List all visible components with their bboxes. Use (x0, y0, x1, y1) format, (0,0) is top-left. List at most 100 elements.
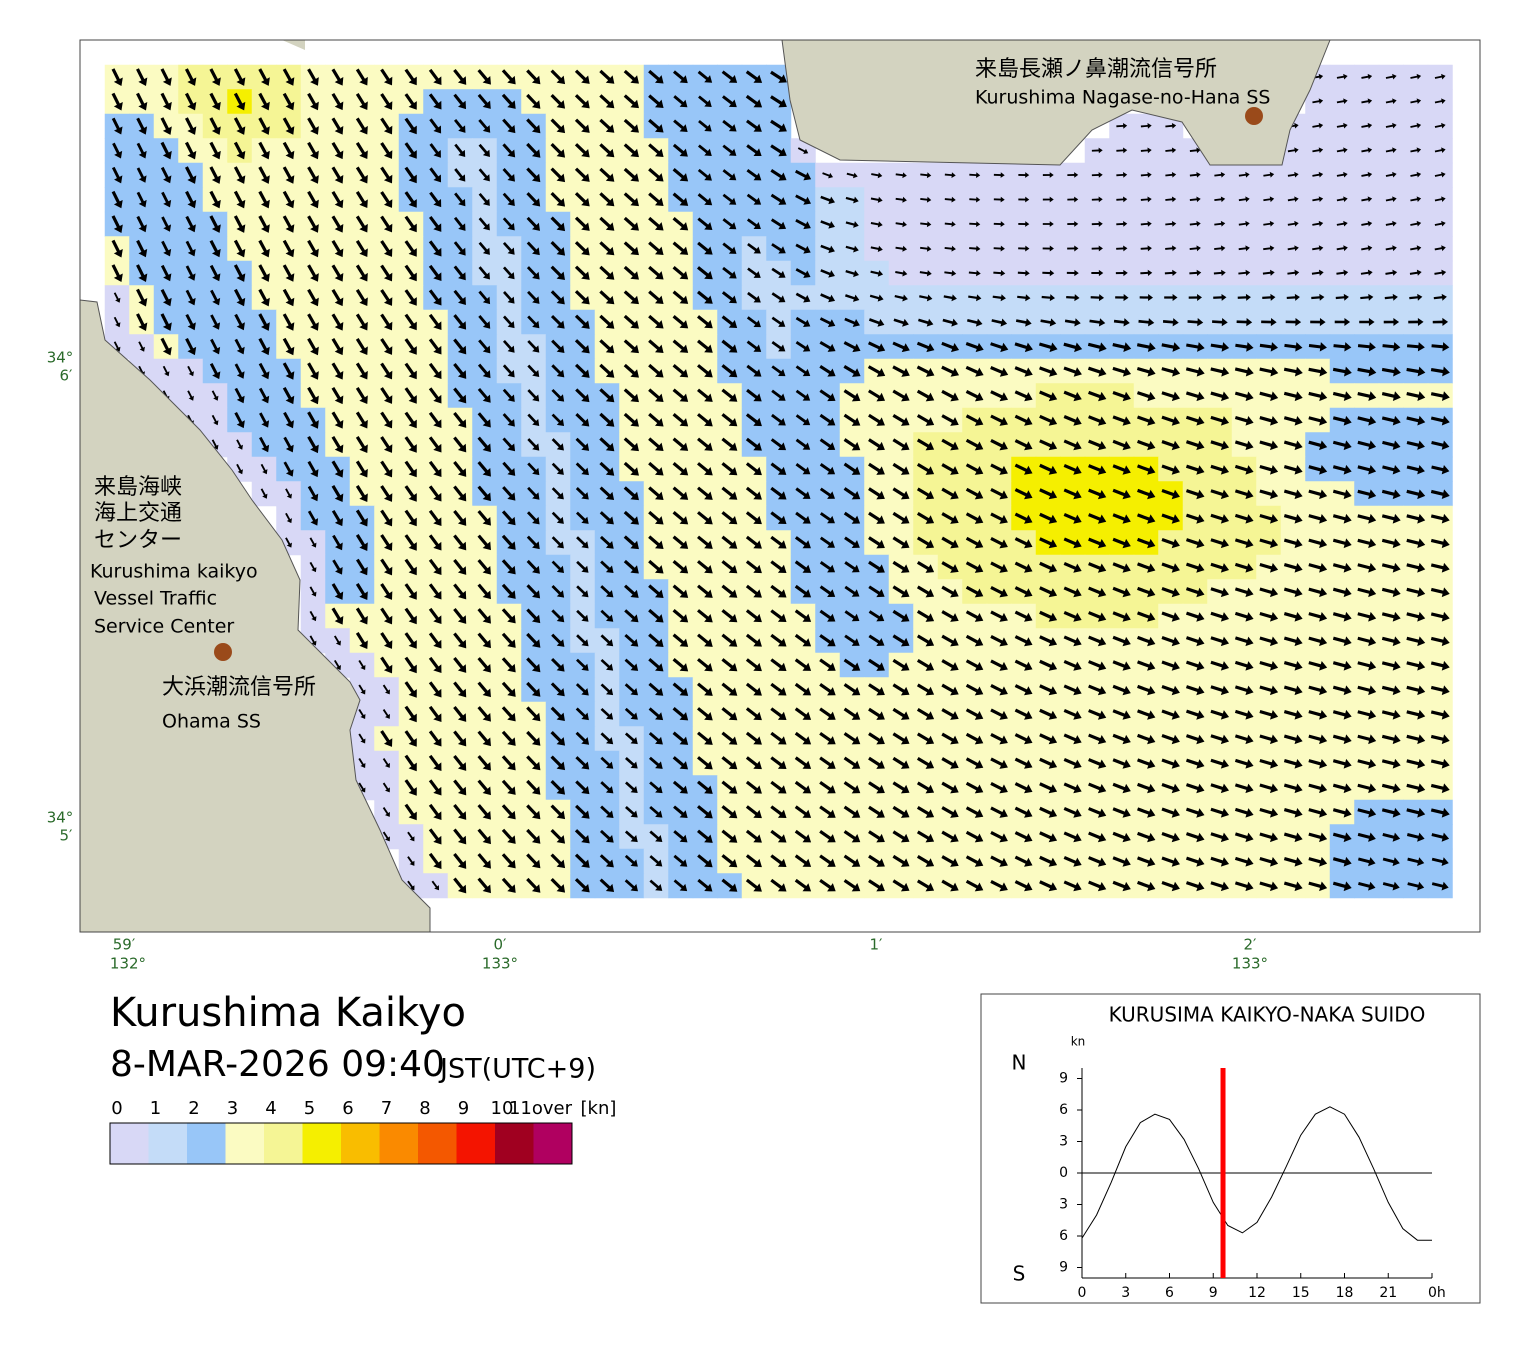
current-arrow (1067, 221, 1079, 227)
current-arrow (1312, 220, 1324, 227)
current-arrow (820, 220, 835, 229)
y-tick-label: 9 (1059, 1260, 1068, 1276)
current-arrow (1067, 196, 1079, 203)
current-arrow (623, 290, 639, 305)
current-arrow (1410, 73, 1422, 80)
current-arrow (1361, 98, 1373, 104)
current-arrow (331, 264, 344, 282)
datetime: 8-MAR-2026 09:40 (110, 1044, 445, 1085)
current-arrow (968, 270, 981, 277)
current-arrow (1361, 171, 1373, 178)
legend-label: 7 (381, 1098, 392, 1119)
current-arrow (1116, 172, 1128, 178)
current-arrow (429, 143, 441, 158)
current-arrow (599, 241, 615, 256)
current-arrow (623, 241, 639, 256)
current-arrow (502, 241, 515, 255)
current-arrow (1116, 221, 1128, 227)
current-arrow (1263, 245, 1275, 252)
current-arrow (307, 239, 319, 258)
current-arrow (623, 265, 639, 280)
current-arrow (404, 166, 417, 184)
current-arrow (550, 69, 566, 85)
current-arrow (697, 241, 713, 255)
current-arrow (845, 196, 859, 204)
current-arrow (746, 193, 762, 205)
current-arrow (184, 92, 197, 111)
current-arrow (331, 141, 344, 160)
current-arrow (404, 289, 417, 306)
current-arrow (648, 216, 664, 231)
current-arrow (404, 191, 417, 208)
current-arrow (1041, 294, 1056, 302)
current-arrow (1312, 196, 1324, 203)
current-arrow (1165, 220, 1177, 227)
current-arrow (160, 92, 172, 111)
current-arrow (1042, 172, 1054, 178)
current-arrow (648, 192, 664, 207)
current-arrow (1140, 220, 1152, 227)
current-arrow (920, 221, 932, 228)
current-arrow (1311, 269, 1324, 276)
current-arrow (845, 245, 859, 253)
current-arrow (550, 94, 566, 109)
timezone: JST(UTC+9) (438, 1054, 596, 1085)
current-arrow (355, 289, 368, 306)
current-arrow (307, 166, 319, 184)
current-arrow (502, 168, 515, 182)
current-arrow (1263, 196, 1275, 203)
current-arrow (453, 68, 467, 85)
current-arrow (160, 141, 172, 160)
current-arrow (1385, 122, 1397, 129)
lon-label: 1′ (870, 936, 884, 954)
current-arrow (696, 266, 713, 280)
current-arrow (770, 70, 787, 83)
current-arrow (502, 192, 515, 207)
current-arrow (526, 266, 540, 280)
current-arrow (258, 141, 270, 160)
current-arrow (894, 294, 908, 302)
current-arrow (673, 95, 688, 108)
current-arrow (574, 167, 590, 182)
current-arrow (672, 241, 689, 255)
current-arrow (1410, 220, 1422, 227)
current-arrow (111, 92, 123, 111)
current-arrow (1385, 98, 1397, 104)
current-arrow (428, 240, 442, 257)
current-arrow (307, 264, 319, 282)
current-arrow (696, 290, 713, 304)
current-arrow (944, 245, 956, 252)
x-tick-label: 18 (1336, 1285, 1354, 1301)
current-arrow (1018, 196, 1030, 203)
current-arrow (404, 240, 417, 257)
current-arrow (111, 239, 123, 258)
y-tick-label: 6 (1059, 1102, 1068, 1118)
current-arrow (795, 268, 811, 278)
current-arrow (526, 142, 541, 158)
current-arrow (331, 239, 344, 258)
current-arrow (648, 118, 664, 133)
current-arrow (770, 119, 787, 132)
current-arrow (355, 93, 368, 110)
current-arrow (871, 172, 883, 179)
current-arrow (478, 119, 491, 133)
current-arrow (1312, 98, 1324, 105)
land (282, 40, 305, 50)
current-arrow (1410, 245, 1422, 252)
current-arrow (136, 167, 147, 183)
current-arrow (307, 92, 319, 111)
current-arrow (526, 69, 541, 85)
current-arrow (820, 269, 835, 278)
current-arrow (1336, 147, 1348, 154)
current-arrow (113, 292, 121, 303)
current-arrow (1116, 196, 1128, 203)
current-arrow (574, 192, 590, 207)
current-arrow (895, 270, 908, 277)
current-arrow (895, 196, 907, 203)
current-arrow (355, 68, 368, 86)
current-arrow (1287, 220, 1299, 227)
current-arrow (574, 265, 590, 280)
legend-label: 6 (342, 1098, 353, 1119)
current-arrow (307, 190, 319, 209)
